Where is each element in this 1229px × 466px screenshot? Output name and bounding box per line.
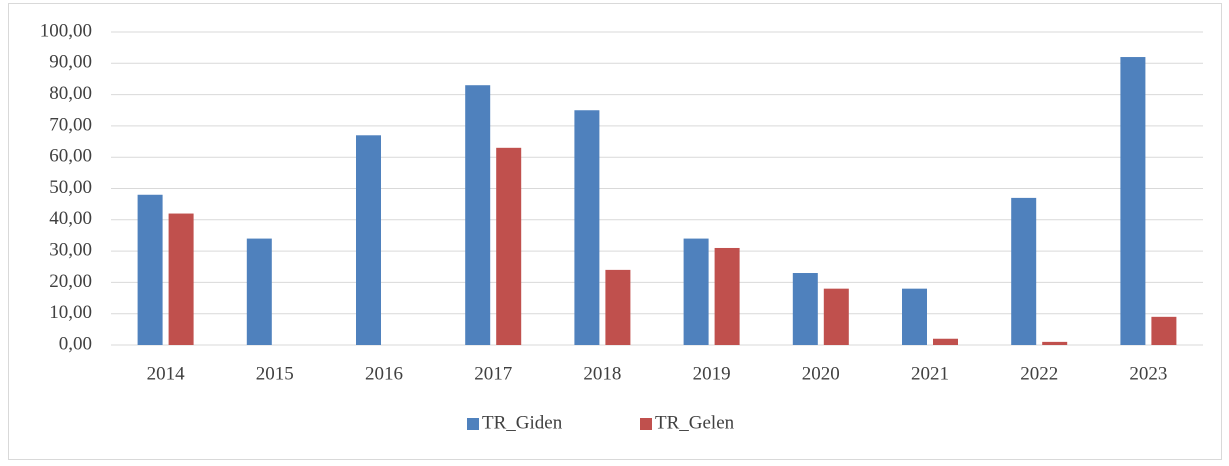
bar xyxy=(823,288,849,345)
bar xyxy=(246,238,272,345)
bar xyxy=(1120,57,1146,345)
x-tick-label: 2022 xyxy=(1020,363,1058,384)
bar xyxy=(714,247,740,345)
legend-label: TR_Giden xyxy=(482,412,563,433)
y-tick-label: 50,00 xyxy=(49,177,92,198)
y-tick-label: 20,00 xyxy=(49,271,92,292)
x-tick-label: 2014 xyxy=(147,363,186,384)
bar xyxy=(683,238,709,345)
bar xyxy=(168,213,194,345)
x-tick-label: 2020 xyxy=(802,363,840,384)
legend-swatch xyxy=(467,418,479,430)
y-tick-label: 10,00 xyxy=(49,302,92,323)
bar xyxy=(605,269,631,345)
x-tick-label: 2016 xyxy=(365,363,403,384)
bar xyxy=(902,288,927,345)
y-tick-label: 90,00 xyxy=(49,52,92,73)
bar xyxy=(496,147,522,345)
bar xyxy=(137,194,163,345)
y-tick-label: 70,00 xyxy=(49,114,92,135)
x-tick-label: 2017 xyxy=(474,363,512,384)
x-tick-label: 2015 xyxy=(256,363,294,384)
bar xyxy=(574,110,600,345)
x-tick-label: 2019 xyxy=(693,363,731,384)
legend-label: TR_Gelen xyxy=(655,412,735,433)
y-tick-label: 100,00 xyxy=(40,20,92,41)
bar xyxy=(1151,316,1177,345)
y-tick-label: 40,00 xyxy=(49,208,92,229)
bar xyxy=(1042,341,1068,345)
chart-border xyxy=(8,3,1222,460)
y-tick-label: 30,00 xyxy=(49,239,92,260)
x-tick-label: 2021 xyxy=(911,363,949,384)
y-tick-label: 0,00 xyxy=(59,333,92,354)
x-tick-label: 2023 xyxy=(1129,363,1167,384)
y-tick-label: 80,00 xyxy=(49,83,92,104)
legend-swatch xyxy=(640,418,652,430)
bar xyxy=(465,85,491,346)
bar xyxy=(933,338,958,345)
x-tick-label: 2018 xyxy=(583,363,621,384)
bar xyxy=(1011,197,1037,345)
y-tick-label: 60,00 xyxy=(49,146,92,167)
bar xyxy=(356,135,381,345)
bar xyxy=(792,273,818,345)
